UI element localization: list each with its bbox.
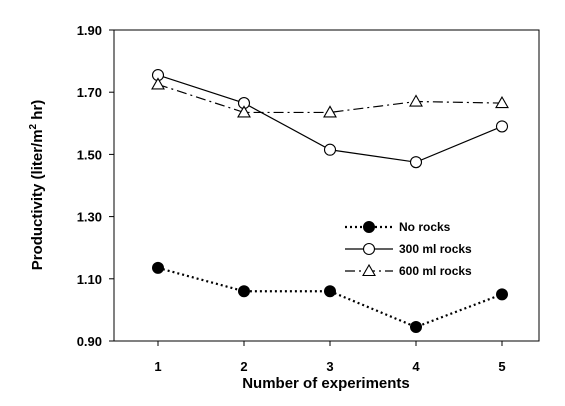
data-point bbox=[151, 77, 165, 90]
data-point bbox=[409, 94, 423, 107]
x-tick-label: 2 bbox=[240, 359, 247, 374]
legend-label: No rocks bbox=[399, 220, 451, 234]
data-point bbox=[152, 261, 164, 274]
legend-item: 300 ml rocks bbox=[345, 242, 472, 256]
series-layer bbox=[151, 69, 509, 334]
x-tick-label: 4 bbox=[412, 359, 420, 374]
data-point bbox=[495, 120, 509, 133]
plot-area bbox=[113, 29, 540, 342]
legend-swatch-marker bbox=[362, 263, 376, 277]
data-point bbox=[324, 285, 336, 298]
data-point bbox=[237, 105, 251, 118]
legend-swatch-marker bbox=[363, 221, 375, 233]
data-point bbox=[495, 95, 509, 109]
x-tick-label: 1 bbox=[154, 359, 161, 374]
y-tick-label: 1.30 bbox=[77, 210, 102, 225]
x-axis-ticks: 1 2 3 4 5 bbox=[154, 341, 506, 374]
legend-item: No rocks bbox=[345, 220, 451, 234]
legend-label: 600 ml rocks bbox=[399, 264, 472, 278]
data-point bbox=[238, 285, 250, 298]
data-point bbox=[496, 288, 508, 301]
data-point bbox=[323, 143, 337, 156]
y-axis-ticks: 0.90 1.10 1.30 1.50 1.70 1.90 bbox=[77, 23, 114, 349]
y-tick-label: 1.70 bbox=[77, 85, 102, 100]
x-tick-label: 3 bbox=[326, 359, 333, 374]
data-point bbox=[410, 321, 422, 334]
series-3 bbox=[151, 77, 509, 118]
legend-label: 300 ml rocks bbox=[399, 242, 472, 256]
series-1 bbox=[152, 261, 508, 334]
series-2 bbox=[151, 69, 509, 169]
x-tick-label: 5 bbox=[498, 359, 505, 374]
data-point bbox=[323, 105, 337, 118]
y-tick-label: 1.50 bbox=[77, 147, 102, 162]
y-tick-label: 1.10 bbox=[77, 272, 102, 287]
y-axis-title: Productivity (liter/m2 hr) bbox=[28, 100, 46, 271]
data-point bbox=[409, 156, 423, 169]
x-axis-title: Number of experiments bbox=[242, 375, 410, 392]
y-tick-label: 1.90 bbox=[77, 23, 102, 38]
legend: No rocks 300 ml rocks 600 ml rocks bbox=[345, 220, 472, 278]
y-tick-label: 0.90 bbox=[77, 334, 102, 349]
legend-swatch-marker bbox=[362, 242, 376, 256]
legend-item: 600 ml rocks bbox=[345, 263, 472, 278]
series-line bbox=[157, 83, 503, 114]
